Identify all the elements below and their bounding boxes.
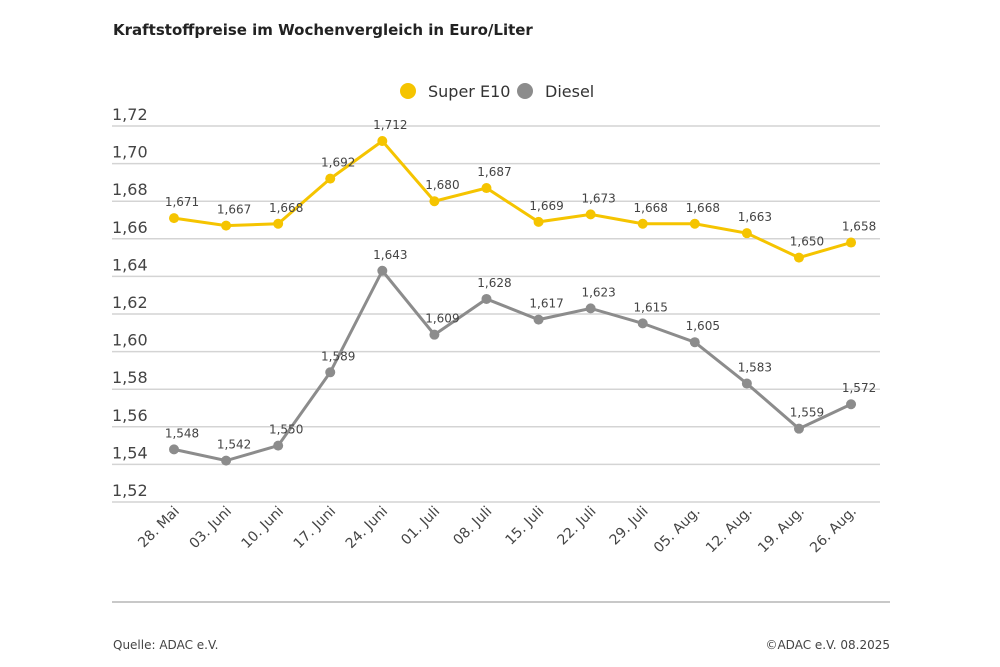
data-point — [585, 303, 596, 314]
y-tick-label: 1,64 — [112, 255, 148, 274]
y-tick-label: 1,62 — [112, 293, 148, 312]
legend-label-1: Diesel — [545, 82, 594, 101]
data-label: 1,680 — [425, 178, 459, 192]
data-point — [429, 196, 440, 207]
data-point — [377, 136, 388, 147]
data-point — [793, 423, 804, 434]
data-point — [793, 252, 804, 263]
data-label: 1,712 — [373, 118, 407, 132]
data-point — [585, 209, 596, 220]
x-tick-label: 28. Mai — [135, 504, 183, 552]
series-line-1 — [173, 268, 852, 463]
data-label: 1,572 — [842, 381, 876, 395]
data-point — [637, 318, 648, 329]
data-point — [325, 173, 336, 184]
data-point — [273, 218, 284, 229]
data-label: 1,650 — [790, 235, 824, 249]
data-point — [221, 455, 232, 466]
y-tick-label: 1,52 — [112, 481, 148, 500]
data-point — [689, 218, 700, 229]
x-tick-label: 01. Juli — [398, 504, 443, 549]
data-point — [846, 237, 857, 248]
data-point — [481, 183, 492, 194]
data-label: 1,692 — [321, 156, 355, 170]
data-label: 1,668 — [686, 201, 720, 215]
x-tick-label: 08. Juli — [450, 504, 495, 549]
data-point — [221, 220, 232, 231]
data-label: 1,589 — [321, 349, 355, 363]
y-tick-label: 1,56 — [112, 406, 148, 425]
y-tick-label: 1,72 — [112, 105, 148, 124]
x-tick-label: 22. Juli — [555, 504, 600, 549]
data-label: 1,609 — [425, 312, 459, 326]
legend-marker-0 — [400, 83, 416, 99]
data-point — [533, 314, 544, 325]
chart-title: Kraftstoffpreise im Wochenvergleich in E… — [113, 21, 533, 39]
data-label: 1,623 — [581, 285, 615, 299]
data-label: 1,663 — [738, 210, 772, 224]
data-label: 1,615 — [634, 300, 668, 314]
data-label: 1,605 — [686, 319, 720, 333]
data-label: 1,583 — [738, 361, 772, 375]
x-tick-label: 15. Juli — [502, 504, 547, 549]
y-tick-label: 1,66 — [112, 218, 148, 237]
data-point — [429, 329, 440, 340]
x-tick-label: 17. Juni — [291, 504, 339, 552]
x-tick-label: 10. Juni — [239, 504, 287, 552]
series-line-0 — [173, 139, 852, 260]
data-point — [169, 444, 179, 455]
x-tick-label: 03. Juni — [186, 504, 234, 552]
data-label: 1,548 — [165, 426, 199, 440]
y-tick-label: 1,70 — [112, 143, 148, 162]
data-label: 1,628 — [477, 276, 511, 290]
data-point — [741, 378, 752, 389]
data-point — [846, 399, 857, 410]
copyright-note: ©ADAC e.V. 08.2025 — [765, 638, 890, 652]
data-label: 1,667 — [217, 203, 251, 217]
data-point — [169, 213, 179, 224]
data-point — [273, 440, 284, 451]
y-tick-label: 1,54 — [112, 443, 148, 462]
data-label: 1,687 — [477, 165, 511, 179]
data-label: 1,671 — [165, 195, 199, 209]
data-point — [481, 293, 492, 304]
data-label: 1,668 — [269, 201, 303, 215]
data-point — [689, 337, 700, 348]
data-label: 1,673 — [581, 191, 615, 205]
data-point — [533, 216, 544, 227]
data-label: 1,542 — [217, 438, 251, 452]
data-label: 1,559 — [790, 406, 824, 420]
data-point — [325, 367, 336, 378]
x-tick-label: 29. Juli — [607, 504, 652, 549]
y-tick-label: 1,58 — [112, 368, 148, 387]
data-label: 1,617 — [529, 297, 563, 311]
data-point — [741, 228, 752, 239]
data-label: 1,669 — [529, 199, 563, 213]
data-point — [637, 218, 648, 229]
data-label: 1,550 — [269, 423, 303, 437]
data-label: 1,643 — [373, 248, 407, 262]
x-tick-label: 05. Aug. — [651, 504, 704, 557]
y-tick-label: 1,60 — [112, 331, 148, 350]
source-note: Quelle: ADAC e.V. — [113, 638, 219, 652]
x-tick-label: 19. Aug. — [755, 504, 808, 557]
x-tick-label: 24. Juni — [343, 504, 391, 552]
data-label: 1,658 — [842, 220, 876, 234]
data-point — [377, 265, 388, 276]
legend-label-0: Super E10 — [428, 82, 510, 101]
legend-marker-1 — [517, 83, 533, 99]
x-tick-label: 26. Aug. — [807, 504, 860, 557]
x-tick-label: 12. Aug. — [703, 504, 756, 557]
y-tick-label: 1,68 — [112, 180, 148, 199]
data-label: 1,668 — [634, 201, 668, 215]
